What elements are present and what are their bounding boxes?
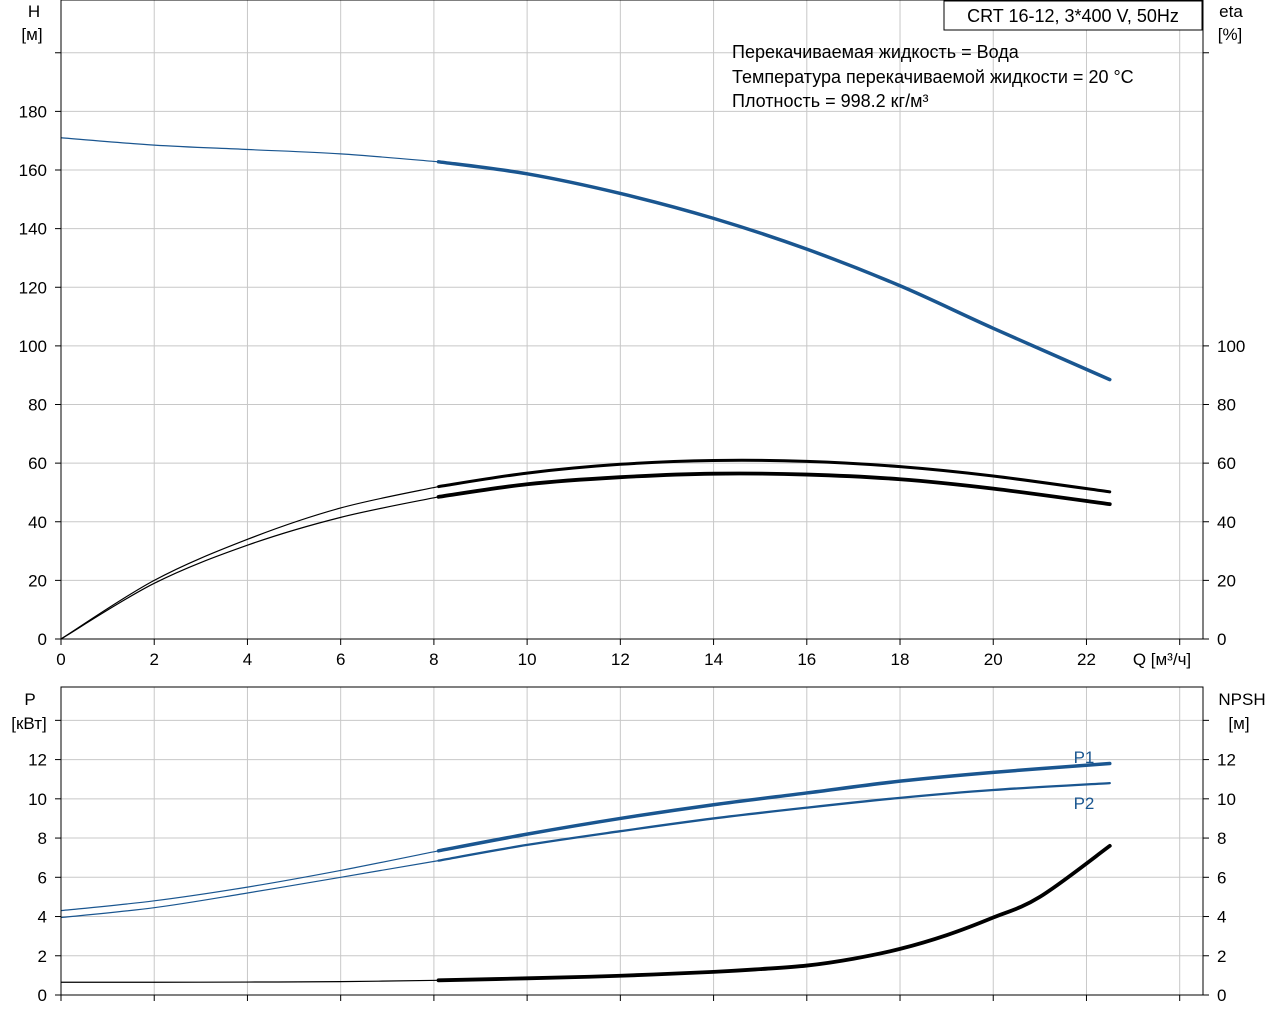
bottom-plot-frame <box>60 686 1204 996</box>
bottom-left-tick-label-4: 4 <box>38 908 47 927</box>
bottom-right-tick-label-4: 4 <box>1217 908 1226 927</box>
top-left-tick-label-80: 80 <box>28 396 47 415</box>
top-right-tick-label-60: 60 <box>1217 454 1236 473</box>
bottom-right-tick-label-8: 8 <box>1217 829 1226 848</box>
x-tick-label-16: 16 <box>797 650 816 669</box>
x-tick-label-8: 8 <box>429 650 438 669</box>
info-line-density: Плотность = 998.2 кг/м³ <box>732 91 928 111</box>
top-right-tick-label-40: 40 <box>1217 513 1236 532</box>
bottom-left-tick-label-10: 10 <box>28 790 47 809</box>
x-tick-label-4: 4 <box>243 650 252 669</box>
bottom-chart-grid <box>61 687 1203 995</box>
series-eta_lower-thin <box>60 496 439 640</box>
top-left-tick-label-60: 60 <box>28 454 47 473</box>
bottom-right-tick-label-10: 10 <box>1217 790 1236 809</box>
top-right-axis-title: eta <box>1219 2 1243 21</box>
x-tick-label-22: 22 <box>1077 650 1096 669</box>
info-line-temperature: Температура перекачиваемой жидкости = 20… <box>732 67 1134 87</box>
x-tick-label-20: 20 <box>984 650 1003 669</box>
bottom-right-tick-label-12: 12 <box>1217 751 1236 770</box>
series-P1-thick <box>436 761 1112 853</box>
bottom-right-tick-label-2: 2 <box>1217 947 1226 966</box>
x-tick-label-2: 2 <box>149 650 158 669</box>
bottom-left-axis-unit: [кВт] <box>11 714 46 733</box>
top-left-tick-label-100: 100 <box>19 337 47 356</box>
top-left-axis-title: H <box>28 2 40 21</box>
bottom-right-axis-title: NPSH <box>1218 690 1265 709</box>
top-chart-ticks: 0 20 40 60 80 100 120 140 160 180 0 20 40 60 80 100 0 2 4 6… <box>19 52 1245 669</box>
top-right-tick-label-0: 0 <box>1217 630 1226 649</box>
series-eta_upper-thin <box>60 485 439 640</box>
bottom-left-tick-label-8: 8 <box>38 829 47 848</box>
top-left-tick-label-40: 40 <box>28 513 47 532</box>
series-H-thin <box>60 137 439 163</box>
top-left-tick-label-160: 160 <box>19 161 47 180</box>
bottom-chart-ticks: 0 2 4 6 8 10 12 0 2 4 6 8 10 12 <box>28 719 1236 1005</box>
bottom-right-tick-label-6: 6 <box>1217 868 1226 887</box>
bottom-left-tick-label-2: 2 <box>38 947 47 966</box>
top-left-tick-label-20: 20 <box>28 571 47 590</box>
top-plot-frame <box>60 0 1204 640</box>
series-eta_upper-thick <box>437 458 1112 494</box>
top-chart-grid <box>61 0 1203 639</box>
info-line-liquid: Перекачиваемая жидкость = Вода <box>732 42 1020 62</box>
bottom-left-axis-title: P <box>24 690 35 709</box>
title-box <box>943 0 1203 31</box>
bottom-right-tick-label-0: 0 <box>1217 986 1226 1005</box>
series-P1-thin <box>60 850 439 912</box>
series-NPSH-thick <box>436 844 1112 983</box>
x-tick-label-6: 6 <box>336 650 345 669</box>
top-right-axis-unit: [%] <box>1218 25 1243 44</box>
series-label-p1: P1 <box>1074 748 1095 767</box>
top-right-tick-label-20: 20 <box>1217 571 1236 590</box>
x-tick-label-10: 10 <box>518 650 537 669</box>
x-tick-label-0: 0 <box>56 650 65 669</box>
series-P2-thick <box>437 781 1111 862</box>
series-NPSH-thin <box>60 979 439 983</box>
bottom-right-axis-unit: [м] <box>1228 714 1249 733</box>
x-tick-label-18: 18 <box>891 650 910 669</box>
series-eta_lower-thick <box>436 471 1112 507</box>
chart-title: CRT 16-12, 3*400 V, 50Hz <box>967 6 1179 26</box>
top-left-tick-label-140: 140 <box>19 220 47 239</box>
series-P2-thin <box>60 860 439 919</box>
top-right-tick-label-80: 80 <box>1217 396 1236 415</box>
top-left-tick-label-0: 0 <box>38 630 47 649</box>
bottom-left-tick-label-12: 12 <box>28 751 47 770</box>
series-H-thick <box>436 160 1112 382</box>
top-chart-series <box>60 137 1112 640</box>
x-tick-label-14: 14 <box>704 650 723 669</box>
bottom-left-tick-label-0: 0 <box>38 986 47 1005</box>
bottom-left-tick-label-6: 6 <box>38 868 47 887</box>
series-label-p2: P2 <box>1074 794 1095 813</box>
bottom-chart-series <box>60 761 1112 983</box>
top-left-axis-unit: [м] <box>21 25 42 44</box>
top-right-tick-label-100: 100 <box>1217 337 1245 356</box>
x-axis-label: Q [м³/ч] <box>1133 650 1191 669</box>
top-left-tick-label-180: 180 <box>19 102 47 121</box>
top-left-tick-label-120: 120 <box>19 278 47 297</box>
x-tick-label-12: 12 <box>611 650 630 669</box>
